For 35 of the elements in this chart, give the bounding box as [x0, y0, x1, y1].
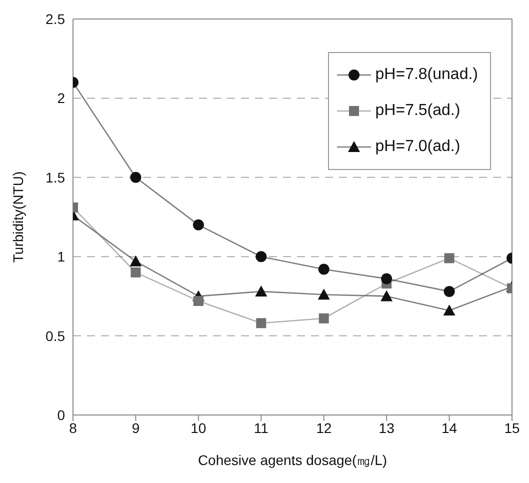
point [318, 264, 330, 275]
y-tick-label: 2.5 [46, 10, 66, 27]
point [192, 219, 204, 230]
y-tick-label: 1.5 [46, 169, 66, 186]
y-axis-title: Turbidity(NTU) [10, 171, 26, 263]
x-axis-title: Cohesive agents dosage(㎎/L) [198, 452, 388, 468]
y-tick-label: 1 [57, 248, 66, 265]
x-tick-label: 8 [69, 420, 78, 436]
point [130, 172, 142, 183]
x-tick-label: 13 [378, 420, 395, 436]
y-tick-label: 0 [57, 406, 66, 423]
y-tick-label: 2 [57, 90, 66, 106]
legend-label: pH=7.8(unad.) [375, 65, 478, 85]
point [193, 296, 204, 306]
point [256, 251, 267, 262]
point [255, 285, 268, 296]
point [318, 313, 329, 324]
point [381, 273, 392, 284]
x-tick-label: 14 [441, 420, 458, 436]
point [444, 253, 454, 264]
x-tick-label: 12 [316, 420, 332, 436]
point [256, 318, 266, 328]
x-tick-label: 15 [504, 420, 520, 436]
point [130, 267, 141, 278]
point [130, 255, 142, 266]
legend-label: pH=7.0(ad.) [375, 137, 460, 157]
point [318, 288, 330, 300]
y-tick-label: 0.5 [46, 328, 66, 344]
point [444, 286, 455, 297]
point [380, 290, 393, 302]
x-tick-label: 9 [132, 420, 140, 436]
x-tick-label: 11 [254, 420, 269, 436]
point [443, 304, 456, 316]
legend-label: pH=7.5(ad.) [375, 101, 460, 121]
x-tick-label: 10 [190, 420, 206, 436]
